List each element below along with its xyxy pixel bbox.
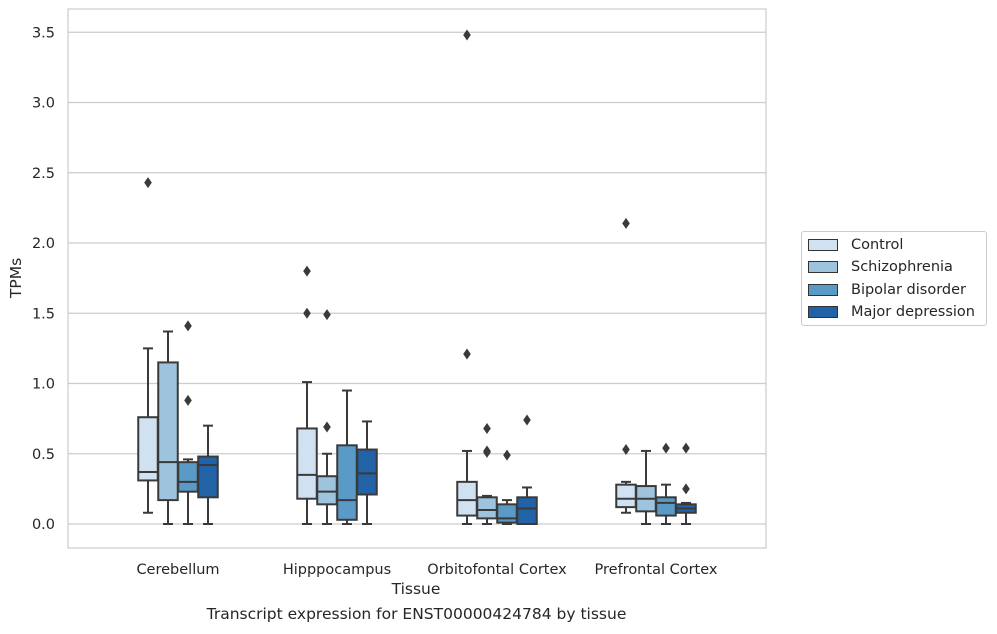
box-iqr xyxy=(456,480,478,517)
box-iqr xyxy=(296,427,318,500)
outlier-point xyxy=(503,449,511,461)
y-axis-label: TPMs xyxy=(7,258,25,299)
box xyxy=(516,414,538,525)
y-axis-ticks: 0.0 0.5 1.0 1.5 2.0 2.5 3.0 3.5 xyxy=(32,25,55,533)
legend-swatch-bipolar-disorder xyxy=(808,284,838,296)
box xyxy=(296,265,318,525)
legend-item-control: Control xyxy=(808,235,903,255)
box xyxy=(336,389,358,525)
x-tick-label: Hipppocampus xyxy=(283,562,391,578)
box-iqr xyxy=(356,448,378,496)
box xyxy=(476,422,498,525)
box-iqr xyxy=(516,496,538,525)
outlier-point xyxy=(662,442,670,454)
box xyxy=(496,449,518,525)
y-tick-label: 3.5 xyxy=(32,25,55,41)
plot-area-frame xyxy=(67,8,767,549)
outlier-point xyxy=(303,265,311,277)
legend-swatch-major-depression xyxy=(808,306,838,318)
outlier-point xyxy=(463,29,471,41)
box xyxy=(137,177,159,514)
legend-item-major-depression: Major depression xyxy=(808,302,975,322)
box-iqr xyxy=(177,461,199,493)
series-control xyxy=(137,29,637,525)
box-iqr xyxy=(496,503,518,524)
box xyxy=(177,320,199,525)
series-bipolar-disorder xyxy=(177,320,677,525)
outlier-point xyxy=(323,421,331,433)
series-schizophrenia xyxy=(157,309,657,525)
chart-title: Transcript expression for ENST0000042478… xyxy=(206,605,627,623)
outlier-point xyxy=(483,422,491,434)
grid-lines xyxy=(68,31,766,525)
outlier-point xyxy=(184,320,192,332)
box xyxy=(635,449,657,525)
box xyxy=(157,330,179,525)
outlier-point xyxy=(622,217,630,229)
y-tick-label: 0.5 xyxy=(32,447,55,463)
outlier-point xyxy=(184,394,192,406)
legend-label-control: Control xyxy=(851,237,904,253)
y-tick-label: 2.0 xyxy=(32,236,55,252)
x-tick-label: Prefrontal Cortex xyxy=(595,562,718,578)
outlier-point xyxy=(483,445,491,457)
box-series xyxy=(137,29,697,525)
legend-label-bipolar-disorder: Bipolar disorder xyxy=(851,282,966,298)
x-tick-label: Orbitofontal Cortex xyxy=(427,562,567,578)
box-iqr xyxy=(137,416,159,482)
outlier-point xyxy=(682,442,690,454)
legend-label-major-depression: Major depression xyxy=(851,304,975,320)
outlier-point xyxy=(303,307,311,319)
box-iqr xyxy=(615,483,637,509)
y-tick-label: 1.0 xyxy=(32,377,55,393)
legend: Control Schizophrenia Bipolar disorder M… xyxy=(801,231,987,326)
box xyxy=(456,29,478,525)
x-axis-ticks: Cerebellum Hipppocampus Orbitofontal Corte… xyxy=(136,562,717,578)
y-tick-label: 3.0 xyxy=(32,96,55,112)
x-axis-label: Tissue xyxy=(391,580,441,598)
box xyxy=(197,424,219,525)
box-iqr xyxy=(336,444,358,521)
legend-item-bipolar-disorder: Bipolar disorder xyxy=(808,280,966,300)
y-tick-label: 1.5 xyxy=(32,306,55,322)
box xyxy=(615,217,637,514)
outlier-point xyxy=(463,348,471,360)
x-tick-label: Cerebellum xyxy=(136,562,219,578)
box xyxy=(356,420,378,525)
legend-label-schizophrenia: Schizophrenia xyxy=(851,259,953,275)
outlier-point xyxy=(523,414,531,426)
box xyxy=(655,442,677,525)
box-iqr xyxy=(157,361,179,502)
y-tick-label: 0.0 xyxy=(32,517,55,533)
legend-swatch-control xyxy=(808,239,838,251)
box xyxy=(675,442,697,525)
legend-swatch-schizophrenia xyxy=(808,261,838,273)
outlier-point xyxy=(323,309,331,321)
box-iqr xyxy=(655,496,677,517)
series-major-depression xyxy=(197,414,697,525)
outlier-point xyxy=(144,177,152,189)
outlier-point xyxy=(682,483,690,495)
y-tick-label: 2.5 xyxy=(32,166,55,182)
legend-item-schizophrenia: Schizophrenia xyxy=(808,257,953,277)
outlier-point xyxy=(622,444,630,456)
box xyxy=(316,309,338,525)
box-iqr xyxy=(197,455,219,499)
box-iqr xyxy=(316,475,338,506)
box-iqr xyxy=(476,496,498,520)
